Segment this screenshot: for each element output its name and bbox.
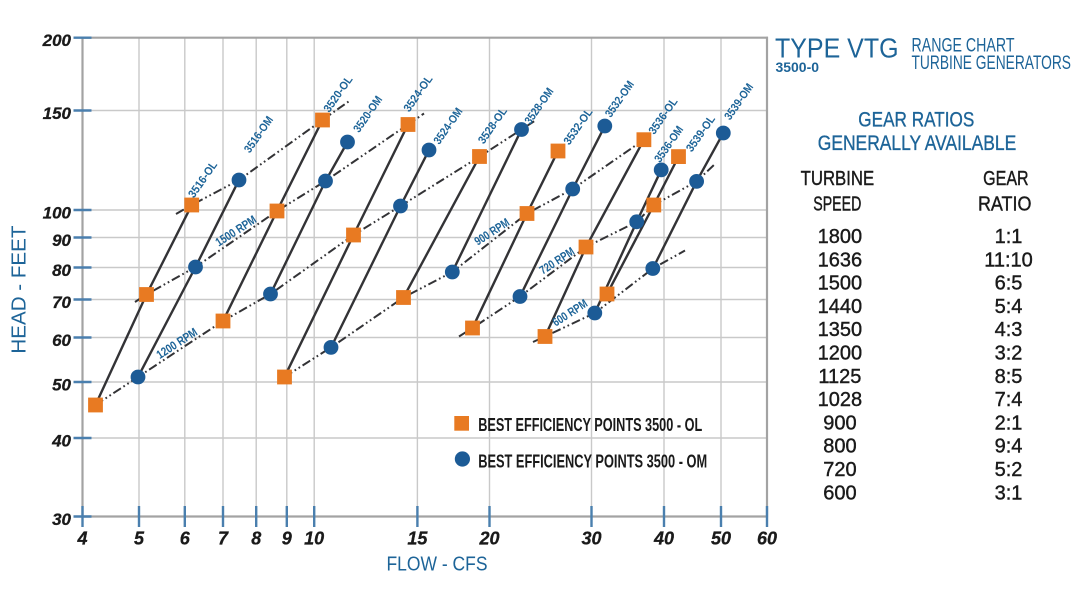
svg-text:800: 800 [823, 436, 856, 458]
svg-text:6: 6 [180, 529, 191, 549]
svg-text:TURBINE GENERATORS: TURBINE GENERATORS [912, 52, 1072, 74]
svg-text:11:10: 11:10 [984, 249, 1033, 271]
svg-text:30: 30 [581, 529, 601, 549]
svg-text:4: 4 [76, 529, 87, 549]
svg-text:7:4: 7:4 [995, 389, 1023, 411]
svg-text:8:5: 8:5 [995, 366, 1023, 388]
svg-text:600: 600 [823, 482, 856, 504]
svg-text:9: 9 [282, 529, 292, 549]
svg-text:30: 30 [52, 510, 71, 529]
svg-text:90: 90 [52, 231, 71, 250]
svg-text:40: 40 [653, 529, 674, 549]
svg-text:RATIO: RATIO [978, 193, 1032, 215]
svg-text:3:2: 3:2 [995, 343, 1023, 365]
svg-text:10: 10 [304, 529, 324, 549]
svg-text:1028: 1028 [818, 389, 863, 411]
svg-text:200: 200 [42, 31, 72, 50]
svg-text:1636: 1636 [818, 249, 863, 271]
svg-text:GEAR: GEAR [983, 168, 1029, 190]
svg-text:4:3: 4:3 [995, 319, 1023, 341]
svg-text:RANGE CHART: RANGE CHART [912, 35, 1015, 57]
svg-text:50: 50 [711, 529, 731, 549]
svg-text:1125: 1125 [818, 366, 861, 388]
svg-text:2:1: 2:1 [995, 412, 1023, 434]
svg-text:BEST EFFICIENCY POINTS 3500 -: BEST EFFICIENCY POINTS 3500 - OL [478, 414, 702, 435]
svg-text:3500-0: 3500-0 [776, 59, 820, 75]
svg-text:1:1: 1:1 [995, 226, 1023, 248]
svg-text:GEAR RATIOS: GEAR RATIOS [858, 109, 974, 132]
svg-text:100: 100 [43, 203, 72, 222]
svg-text:70: 70 [52, 293, 71, 312]
svg-text:1500: 1500 [818, 273, 863, 295]
svg-text:TYPE VTG: TYPE VTG [775, 33, 899, 64]
svg-text:60: 60 [52, 331, 71, 350]
svg-text:60: 60 [757, 529, 777, 549]
svg-text:GENERALLY AVAILABLE: GENERALLY AVAILABLE [818, 132, 1017, 155]
svg-text:1800: 1800 [818, 226, 863, 248]
svg-text:720: 720 [823, 459, 856, 481]
svg-text:3:1: 3:1 [995, 482, 1023, 504]
svg-text:40: 40 [51, 431, 71, 450]
svg-text:7: 7 [218, 529, 229, 549]
svg-text:BEST EFFICIENCY POINTS 3500 -: BEST EFFICIENCY POINTS 3500 - OM [478, 450, 707, 471]
svg-text:6:5: 6:5 [995, 273, 1023, 295]
svg-text:15: 15 [407, 529, 428, 549]
svg-text:SPEED: SPEED [813, 193, 861, 215]
svg-text:80: 80 [52, 261, 71, 280]
svg-text:1350: 1350 [818, 319, 863, 341]
svg-text:9:4: 9:4 [995, 436, 1023, 458]
svg-text:5: 5 [134, 529, 145, 549]
svg-text:1440: 1440 [818, 296, 863, 318]
svg-text:1200: 1200 [818, 343, 863, 365]
svg-text:5:4: 5:4 [995, 296, 1023, 318]
svg-text:5:2: 5:2 [995, 459, 1023, 481]
svg-text:8: 8 [251, 529, 261, 549]
svg-text:150: 150 [43, 104, 72, 123]
svg-text:20: 20 [478, 529, 499, 549]
svg-text:FLOW - CFS: FLOW - CFS [387, 554, 488, 576]
svg-text:HEAD - FEET: HEAD - FEET [9, 226, 31, 354]
svg-text:TURBINE: TURBINE [801, 168, 875, 190]
svg-text:900: 900 [823, 412, 856, 434]
svg-text:50: 50 [52, 375, 71, 394]
